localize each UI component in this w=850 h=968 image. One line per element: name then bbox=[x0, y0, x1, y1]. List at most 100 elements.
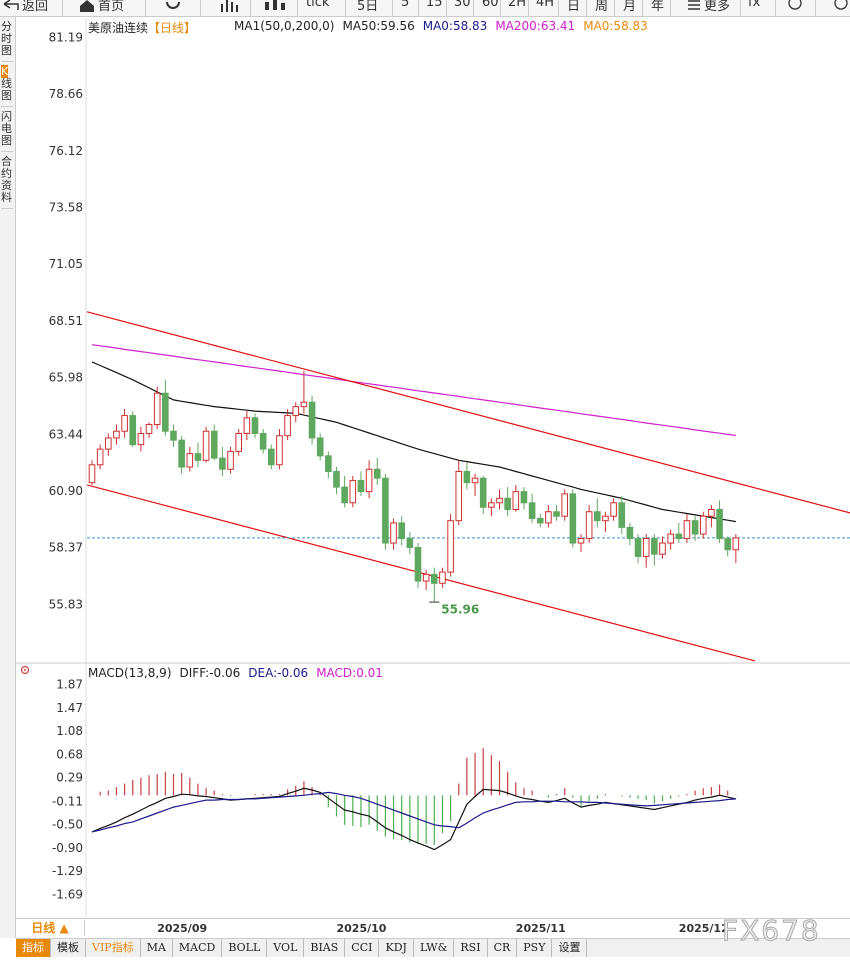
price-panel bbox=[87, 311, 850, 662]
toolbar-button[interactable]: 日 bbox=[567, 0, 581, 14]
toolbar-separator bbox=[250, 0, 251, 16]
refresh-icon[interactable] bbox=[166, 1, 180, 9]
candle-body bbox=[431, 573, 438, 584]
toolbar-button[interactable]: 月 bbox=[623, 0, 637, 14]
candle-body bbox=[316, 437, 324, 457]
y-tick-label: -0.11 bbox=[52, 794, 83, 808]
toolbar-button[interactable]: 返回 bbox=[22, 0, 49, 14]
toolbar: 返回 首页 tick 5日 5 15 30 60 2H 4H 日周月年 更多 fx bbox=[0, 0, 850, 17]
candle-body bbox=[276, 435, 283, 466]
candle-body bbox=[170, 430, 177, 441]
candle-body bbox=[210, 430, 218, 459]
candle-body bbox=[414, 547, 422, 582]
indicator-tab[interactable]: MA bbox=[141, 939, 173, 957]
indicator-tab[interactable]: CCI bbox=[345, 939, 380, 957]
indicator-tab[interactable]: 模板 bbox=[51, 939, 86, 957]
indicator-tab[interactable]: RSI bbox=[454, 939, 488, 957]
candle-body bbox=[194, 453, 202, 461]
side-tabs: 分时图 K线图 闪电图 合约资料 bbox=[0, 17, 16, 938]
candle-body bbox=[341, 486, 348, 504]
y-tick-label: 71.05 bbox=[49, 257, 83, 271]
settings-icon[interactable] bbox=[20, 665, 30, 675]
indicator-tab[interactable]: LW& bbox=[414, 939, 455, 957]
candle-body bbox=[300, 401, 308, 408]
toolbar-button[interactable]: 60 bbox=[482, 0, 499, 10]
indicator-tab[interactable]: KDJ bbox=[379, 939, 414, 957]
macd-line bbox=[91, 791, 736, 833]
period-selector[interactable]: 日线 ▲ bbox=[16, 920, 85, 936]
indicator-tab[interactable]: VOL bbox=[267, 939, 305, 957]
y-tick-label: 1.47 bbox=[56, 701, 83, 715]
y-tick-label: 1.08 bbox=[56, 724, 83, 738]
side-tab[interactable]: K线图 bbox=[1, 62, 13, 107]
zoom-out-icon[interactable] bbox=[788, 0, 802, 10]
toolbar-button[interactable]: 4H bbox=[536, 0, 555, 10]
indicator-tab[interactable]: MACD bbox=[173, 939, 223, 957]
menu-icon[interactable] bbox=[688, 0, 700, 10]
legend-item: DEA:-0.06 bbox=[248, 666, 309, 680]
side-tab[interactable]: 闪电图 bbox=[1, 107, 13, 152]
candle-body bbox=[373, 468, 381, 479]
y-tick-label: 63.44 bbox=[49, 427, 83, 441]
indicator-tab[interactable]: BIAS bbox=[304, 939, 346, 957]
toolbar-button[interactable]: 更多 bbox=[704, 0, 731, 14]
candle-body bbox=[105, 437, 112, 450]
toolbar-icons bbox=[3, 0, 848, 12]
side-tab[interactable]: 合约资料 bbox=[1, 152, 13, 209]
low-label: 55.96 bbox=[441, 603, 479, 617]
candle-body bbox=[520, 491, 528, 504]
bar-icon[interactable] bbox=[221, 0, 238, 12]
toolbar-button[interactable]: tick bbox=[306, 0, 330, 10]
toolbar-button[interactable]: 15 bbox=[426, 0, 443, 10]
period-label[interactable]: 【日线】 bbox=[148, 21, 197, 35]
indicator-tab[interactable]: VIP指标 bbox=[86, 939, 141, 957]
home-icon[interactable] bbox=[80, 0, 94, 12]
y-tick-label: 60.90 bbox=[49, 484, 83, 498]
y-tick-label: -1.69 bbox=[52, 888, 83, 902]
candle-body bbox=[390, 522, 397, 544]
candle-body bbox=[675, 533, 683, 540]
candle-body bbox=[691, 520, 699, 535]
y-tick-label: 68.51 bbox=[49, 314, 83, 328]
toolbar-separator bbox=[775, 0, 776, 16]
toolbar-button[interactable]: fx bbox=[748, 0, 761, 10]
toolbar-button[interactable]: 5 bbox=[401, 0, 410, 10]
indicator-tab[interactable]: BOLL bbox=[222, 939, 268, 957]
toolbar-button[interactable]: 5日 bbox=[357, 0, 379, 14]
toolbar-button[interactable]: 30 bbox=[454, 0, 471, 10]
toolbar-button[interactable]: 年 bbox=[651, 0, 665, 14]
toolbar-button[interactable]: 周 bbox=[595, 0, 609, 14]
back-icon[interactable] bbox=[3, 0, 19, 10]
toolbar-button[interactable]: 首页 bbox=[98, 0, 125, 14]
candle-body bbox=[504, 497, 511, 510]
x-tick-label: 2025/10 bbox=[336, 922, 387, 935]
legend-item: MA1(50,0,200,0) bbox=[234, 19, 335, 33]
candle-body bbox=[325, 455, 332, 472]
indicator-tab[interactable]: CR bbox=[488, 939, 518, 957]
candle-body bbox=[202, 430, 210, 461]
zoom-in-icon[interactable] bbox=[834, 0, 848, 10]
y-tick-label: 55.83 bbox=[49, 597, 83, 611]
toolbar-separator bbox=[740, 0, 741, 16]
indicator-tab[interactable]: PSY bbox=[517, 939, 553, 957]
toolbar-button[interactable]: 2H bbox=[508, 0, 527, 10]
indicator-tab[interactable]: 指标 bbox=[16, 939, 51, 957]
candle-body bbox=[129, 415, 137, 446]
candle-icon[interactable] bbox=[265, 0, 285, 10]
trend-line bbox=[87, 311, 850, 514]
candle-body bbox=[88, 464, 96, 484]
candle-body bbox=[732, 537, 740, 551]
candle-body bbox=[659, 542, 666, 555]
candle-body bbox=[553, 511, 560, 517]
legend-item: MACD(13,8,9) bbox=[88, 666, 172, 680]
legend-item: DIFF:-0.06 bbox=[179, 666, 241, 680]
candle-body bbox=[602, 515, 609, 522]
candle-body bbox=[406, 538, 414, 549]
candle-body bbox=[113, 430, 120, 439]
y-tick-label: 0.68 bbox=[56, 748, 83, 762]
candle-body bbox=[561, 493, 569, 517]
candle-body bbox=[610, 502, 617, 517]
side-tab[interactable]: 分时图 bbox=[1, 17, 13, 62]
indicator-tab[interactable]: 设置 bbox=[552, 939, 588, 957]
candle-body bbox=[365, 468, 373, 493]
